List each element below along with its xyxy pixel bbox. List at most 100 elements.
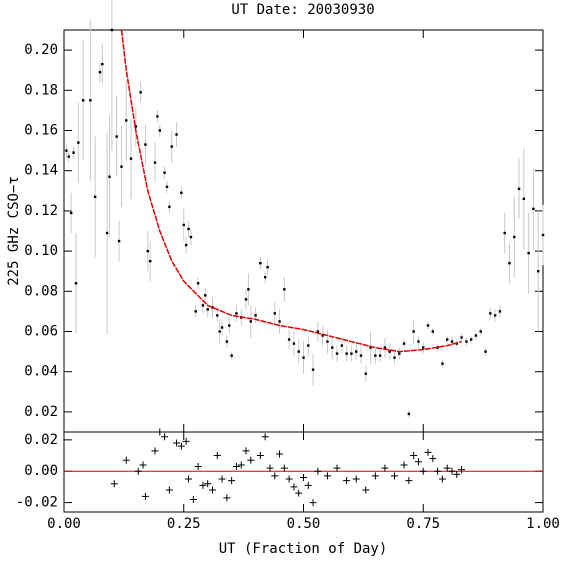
data-point — [359, 354, 363, 357]
residual-point — [156, 428, 164, 436]
data-point — [230, 354, 233, 357]
residual-point — [414, 458, 422, 466]
residual-point — [223, 494, 231, 502]
data-point — [283, 288, 286, 291]
data-point — [446, 338, 449, 341]
data-point — [184, 243, 188, 247]
residual-point — [424, 448, 432, 456]
plot-frame — [63, 431, 544, 513]
residual-point — [333, 464, 341, 472]
residual-point — [453, 470, 461, 478]
data-point — [65, 149, 68, 152]
residual-point — [438, 475, 446, 483]
residual-point — [228, 477, 236, 485]
residual-point — [161, 433, 169, 441]
residual-point — [405, 477, 413, 485]
data-point — [67, 155, 70, 158]
data-point — [235, 312, 238, 315]
data-point — [383, 346, 387, 349]
data-point — [158, 129, 161, 132]
residual-point — [458, 466, 466, 474]
data-point — [218, 330, 221, 333]
data-point — [134, 125, 138, 128]
residual-point — [266, 464, 274, 472]
residual-point — [371, 472, 379, 480]
data-point — [266, 265, 269, 269]
data-point — [407, 412, 411, 416]
data-point — [110, 28, 114, 32]
residual-point — [343, 477, 351, 485]
data-point — [426, 324, 430, 327]
data-point — [153, 161, 157, 164]
residual-point — [300, 473, 307, 481]
data-point — [194, 310, 197, 313]
y-tick-label: -0.02 — [16, 495, 58, 511]
y-axis-label: 225 GHz CSO−τ — [6, 176, 22, 286]
data-point — [187, 227, 190, 231]
residual-point — [185, 475, 193, 483]
data-point — [254, 314, 257, 317]
residual-point — [381, 464, 389, 472]
residual-point — [261, 433, 269, 441]
data-point — [402, 342, 406, 345]
data-point — [350, 352, 353, 355]
data-point — [493, 314, 497, 317]
data-point — [398, 352, 401, 355]
residual-point — [165, 486, 173, 494]
y-tick-label: 0.20 — [24, 42, 58, 58]
y-tick-label: 0.04 — [24, 364, 58, 380]
residual-point — [419, 467, 427, 475]
data-point — [331, 346, 334, 349]
data-point — [170, 145, 173, 148]
data-point — [244, 298, 248, 301]
residual-point — [151, 447, 159, 455]
residual-point — [189, 495, 197, 503]
data-point — [165, 185, 169, 188]
data-point — [74, 282, 78, 285]
residual-point — [134, 467, 142, 475]
data-point — [149, 259, 152, 263]
data-point — [146, 249, 150, 253]
data-point — [117, 239, 121, 243]
data-point — [292, 342, 296, 345]
residual-point — [323, 472, 331, 480]
data-point — [393, 356, 396, 359]
data-point — [469, 338, 473, 341]
residual-point — [304, 481, 312, 489]
data-point — [441, 362, 444, 365]
y-tick-label: 0.10 — [24, 243, 58, 259]
data-point — [98, 71, 102, 74]
x-tick-label: 0.25 — [167, 516, 201, 532]
data-point — [129, 157, 133, 160]
data-point — [69, 211, 73, 215]
residual-point — [232, 463, 240, 471]
residual-point — [352, 475, 360, 483]
data-point — [388, 350, 391, 353]
data-point — [163, 171, 166, 174]
data-point — [175, 133, 178, 136]
residual-point — [139, 461, 147, 469]
data-point — [259, 261, 262, 265]
data-point — [412, 330, 415, 333]
residual-point — [429, 455, 437, 463]
data-point — [345, 352, 348, 355]
residual-point — [247, 456, 255, 464]
residual-point — [208, 486, 216, 494]
data-point — [302, 356, 305, 359]
data-point — [220, 326, 224, 329]
data-point — [72, 151, 75, 154]
residual-point — [295, 489, 303, 497]
data-point — [527, 251, 530, 255]
residual-point — [271, 472, 279, 480]
residual-point — [110, 480, 118, 488]
residual-point — [256, 452, 264, 460]
data-point — [364, 372, 367, 375]
data-point — [77, 141, 80, 144]
data-point — [465, 340, 468, 343]
residual-point — [122, 456, 130, 464]
residual-point — [194, 463, 202, 471]
data-point — [532, 207, 535, 211]
data-point — [503, 231, 506, 235]
residual-point — [173, 439, 181, 447]
residual-point — [204, 480, 212, 488]
